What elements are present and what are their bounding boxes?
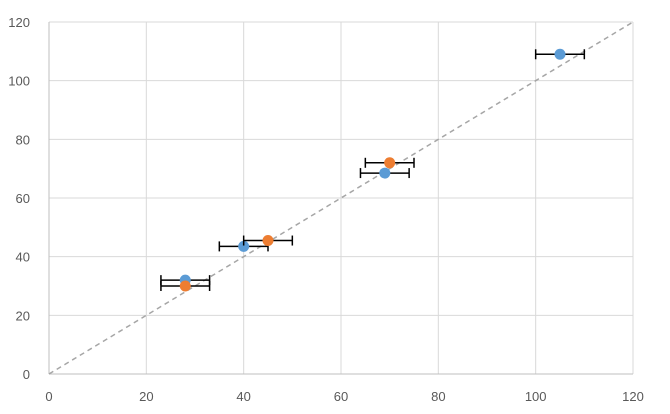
data-point: [379, 167, 391, 179]
y-tick-label: 80: [16, 132, 30, 147]
x-tick-label: 0: [45, 389, 52, 404]
y-axis-tick-labels: 0 20 40 60 80 100 120: [8, 15, 30, 382]
y-tick-label: 60: [16, 191, 30, 206]
x-tick-label: 100: [525, 389, 547, 404]
series-2: [160, 157, 415, 292]
reference-line: [48, 21, 634, 375]
x-axis-tick-labels: 0 20 40 60 80 100 120: [45, 389, 643, 404]
grid: [49, 21, 634, 374]
y-tick-label: 120: [8, 15, 30, 30]
data-point: [262, 235, 274, 247]
y-tick-label: 40: [16, 250, 30, 265]
data-point: [179, 280, 191, 292]
x-tick-label: 80: [431, 389, 445, 404]
series-1: [160, 48, 586, 286]
data-point: [238, 240, 250, 252]
y-tick-label: 100: [8, 74, 30, 89]
data-marks: [160, 48, 586, 292]
data-point: [554, 48, 566, 60]
y-tick-label: 0: [23, 367, 30, 382]
axes: [48, 22, 633, 375]
x-tick-label: 20: [139, 389, 153, 404]
y-tick-label: 20: [16, 308, 30, 323]
reference-line-group: [48, 21, 634, 375]
x-tick-label: 60: [334, 389, 348, 404]
data-point: [384, 157, 396, 169]
x-tick-label: 40: [236, 389, 250, 404]
x-tick-label: 120: [622, 389, 644, 404]
